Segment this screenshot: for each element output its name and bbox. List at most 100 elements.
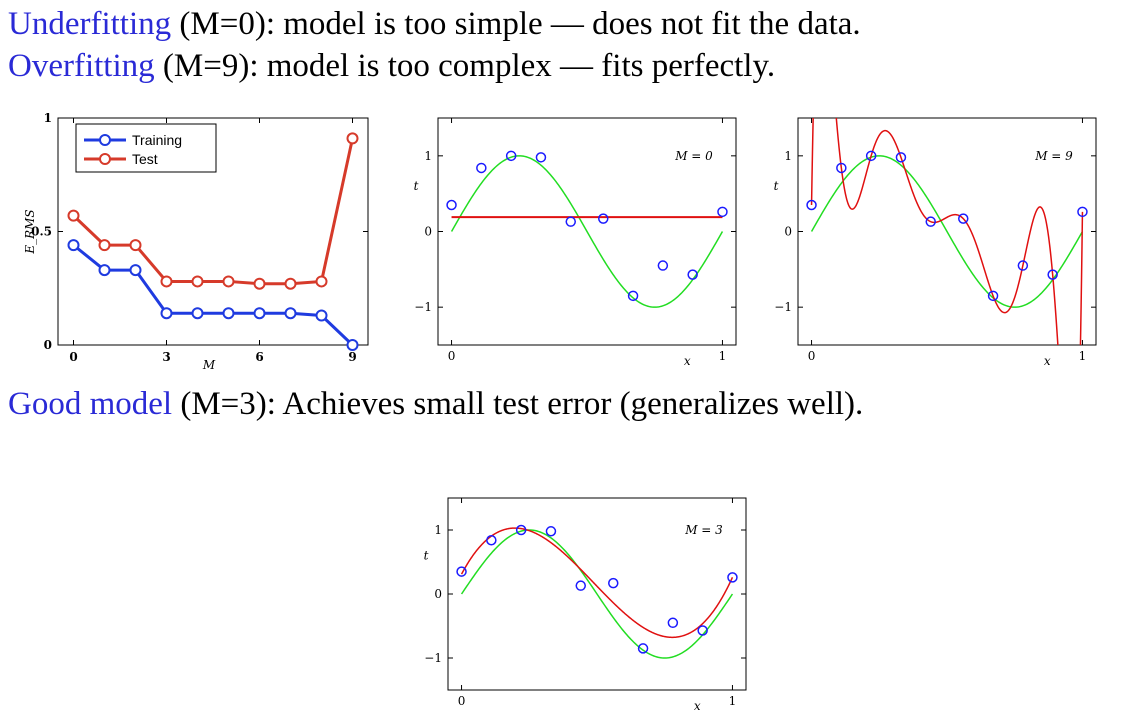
overfitting-caption: Overfitting (M=9): model is too complex … — [8, 48, 775, 85]
training-data-point — [627, 290, 639, 302]
fitted-polynomial-curve — [810, 118, 1084, 345]
data-point-test — [222, 275, 235, 288]
data-point-training — [315, 309, 328, 322]
training-data-point — [545, 526, 557, 537]
y-tick-label: 0 — [784, 225, 792, 239]
underfitting-term: Underfitting — [8, 6, 172, 42]
training-data-point — [515, 524, 527, 536]
data-point-test — [191, 275, 204, 288]
underfitting-caption: Underfitting (M=0): model is too simple … — [8, 6, 861, 43]
x-axis-label: x — [1044, 354, 1051, 368]
data-point-test — [315, 275, 328, 288]
y-tick-label: 1 — [784, 149, 792, 163]
x-axis-label: x — [684, 354, 691, 368]
training-data-point — [727, 572, 738, 583]
y-tick-label: 0 — [424, 225, 432, 239]
training-data-point — [1077, 206, 1088, 218]
y-axis-label: t — [774, 179, 779, 193]
underfitting-description: (M=0): model is too simple — does not fi… — [171, 6, 861, 42]
y-axis-label: E_RMS — [23, 209, 37, 254]
training-data-point — [958, 213, 969, 224]
training-data-point — [987, 290, 999, 302]
data-point-test — [129, 239, 142, 252]
training-data-point — [697, 625, 708, 636]
training-data-point — [925, 216, 936, 227]
training-data-point — [505, 150, 517, 162]
true-function-curve — [460, 529, 734, 659]
data-point-test — [160, 275, 173, 288]
y-tick-label: −1 — [774, 300, 792, 314]
series-line-training — [72, 243, 354, 347]
data-point-training — [284, 307, 297, 320]
training-data-point — [608, 577, 619, 589]
training-data-point — [598, 213, 609, 224]
overfitting-description: (M=9): model is too complex — fits perfe… — [154, 48, 776, 84]
y-tick-label: 1 — [424, 149, 432, 163]
fitted-polynomial-curve — [460, 527, 734, 639]
y-tick-label: 1 — [44, 111, 52, 125]
training-data-point — [476, 162, 487, 174]
training-data-point — [1017, 260, 1029, 271]
data-point-training — [253, 307, 266, 320]
training-data-point — [687, 269, 698, 280]
x-tick-label: 1 — [729, 694, 737, 708]
training-data-point — [575, 580, 586, 591]
good-model-caption: Good model (M=3): Achieves small test er… — [8, 386, 863, 423]
data-point-training — [129, 264, 142, 277]
x-tick-label: 0 — [458, 694, 466, 708]
x-tick-label: 1 — [1079, 349, 1087, 363]
training-data-point — [535, 152, 547, 163]
data-point-training — [191, 307, 204, 320]
training-data-point — [895, 152, 907, 163]
training-data-point — [456, 566, 467, 577]
training-data-point — [657, 260, 669, 271]
overfitting-term: Overfitting — [8, 48, 155, 84]
x-tick-label: 1 — [719, 349, 727, 363]
training-data-point — [565, 216, 576, 227]
y-tick-label: −1 — [414, 300, 432, 314]
training-data-point — [836, 162, 847, 174]
series-line-test — [72, 138, 354, 286]
data-point-training — [67, 239, 80, 252]
training-data-point — [717, 206, 728, 218]
training-data-point — [865, 150, 877, 162]
model-order-annotation: M = 3 — [684, 523, 723, 537]
true-function-curve — [810, 155, 1084, 308]
y-tick-label: 0.5 — [31, 225, 52, 239]
y-tick-label: 1 — [434, 523, 442, 537]
x-axis-label: M — [202, 358, 216, 372]
x-tick-label: 0 — [448, 349, 456, 363]
x-axis-label: x — [694, 699, 701, 713]
fit-m9-chart: 0 1 −1 0 1 x t M = 9 — [774, 117, 1097, 368]
good-model-description: (M=3): Achieves small test error (genera… — [172, 386, 864, 422]
x-tick-label: 0 — [808, 349, 816, 363]
data-point-test — [98, 239, 111, 252]
y-tick-label: 0 — [44, 338, 52, 352]
data-point-test — [253, 277, 266, 290]
y-axis-label: t — [414, 179, 419, 193]
data-point-training — [222, 307, 235, 320]
training-data-point — [637, 643, 649, 654]
x-tick-label: 0 — [69, 350, 77, 364]
legend-label: Training — [132, 132, 182, 148]
training-data-point — [486, 534, 497, 546]
good-model-term: Good model — [8, 386, 173, 422]
legend-label: Test — [132, 151, 158, 167]
true-function-curve — [450, 155, 724, 308]
y-axis-label: t — [424, 549, 429, 563]
data-point-test — [284, 277, 297, 290]
legend-box — [75, 123, 217, 173]
fit-m3-chart: 0 1 −1 0 1 x t M = 3 — [424, 497, 747, 713]
legend-marker — [99, 134, 111, 146]
training-data-point — [667, 617, 679, 629]
data-point-test — [67, 209, 80, 222]
x-tick-label: 6 — [255, 350, 263, 364]
training-data-point — [1047, 269, 1058, 280]
x-tick-label: 9 — [348, 350, 356, 364]
legend-marker — [99, 153, 111, 165]
training-data-point — [446, 199, 457, 211]
data-point-test — [346, 132, 359, 145]
erms-vs-order-chart: 0 3 6 9 0 0.5 1 M E_RMS Training Test — [23, 111, 369, 372]
data-point-training — [346, 339, 359, 351]
training-data-point — [806, 199, 817, 211]
